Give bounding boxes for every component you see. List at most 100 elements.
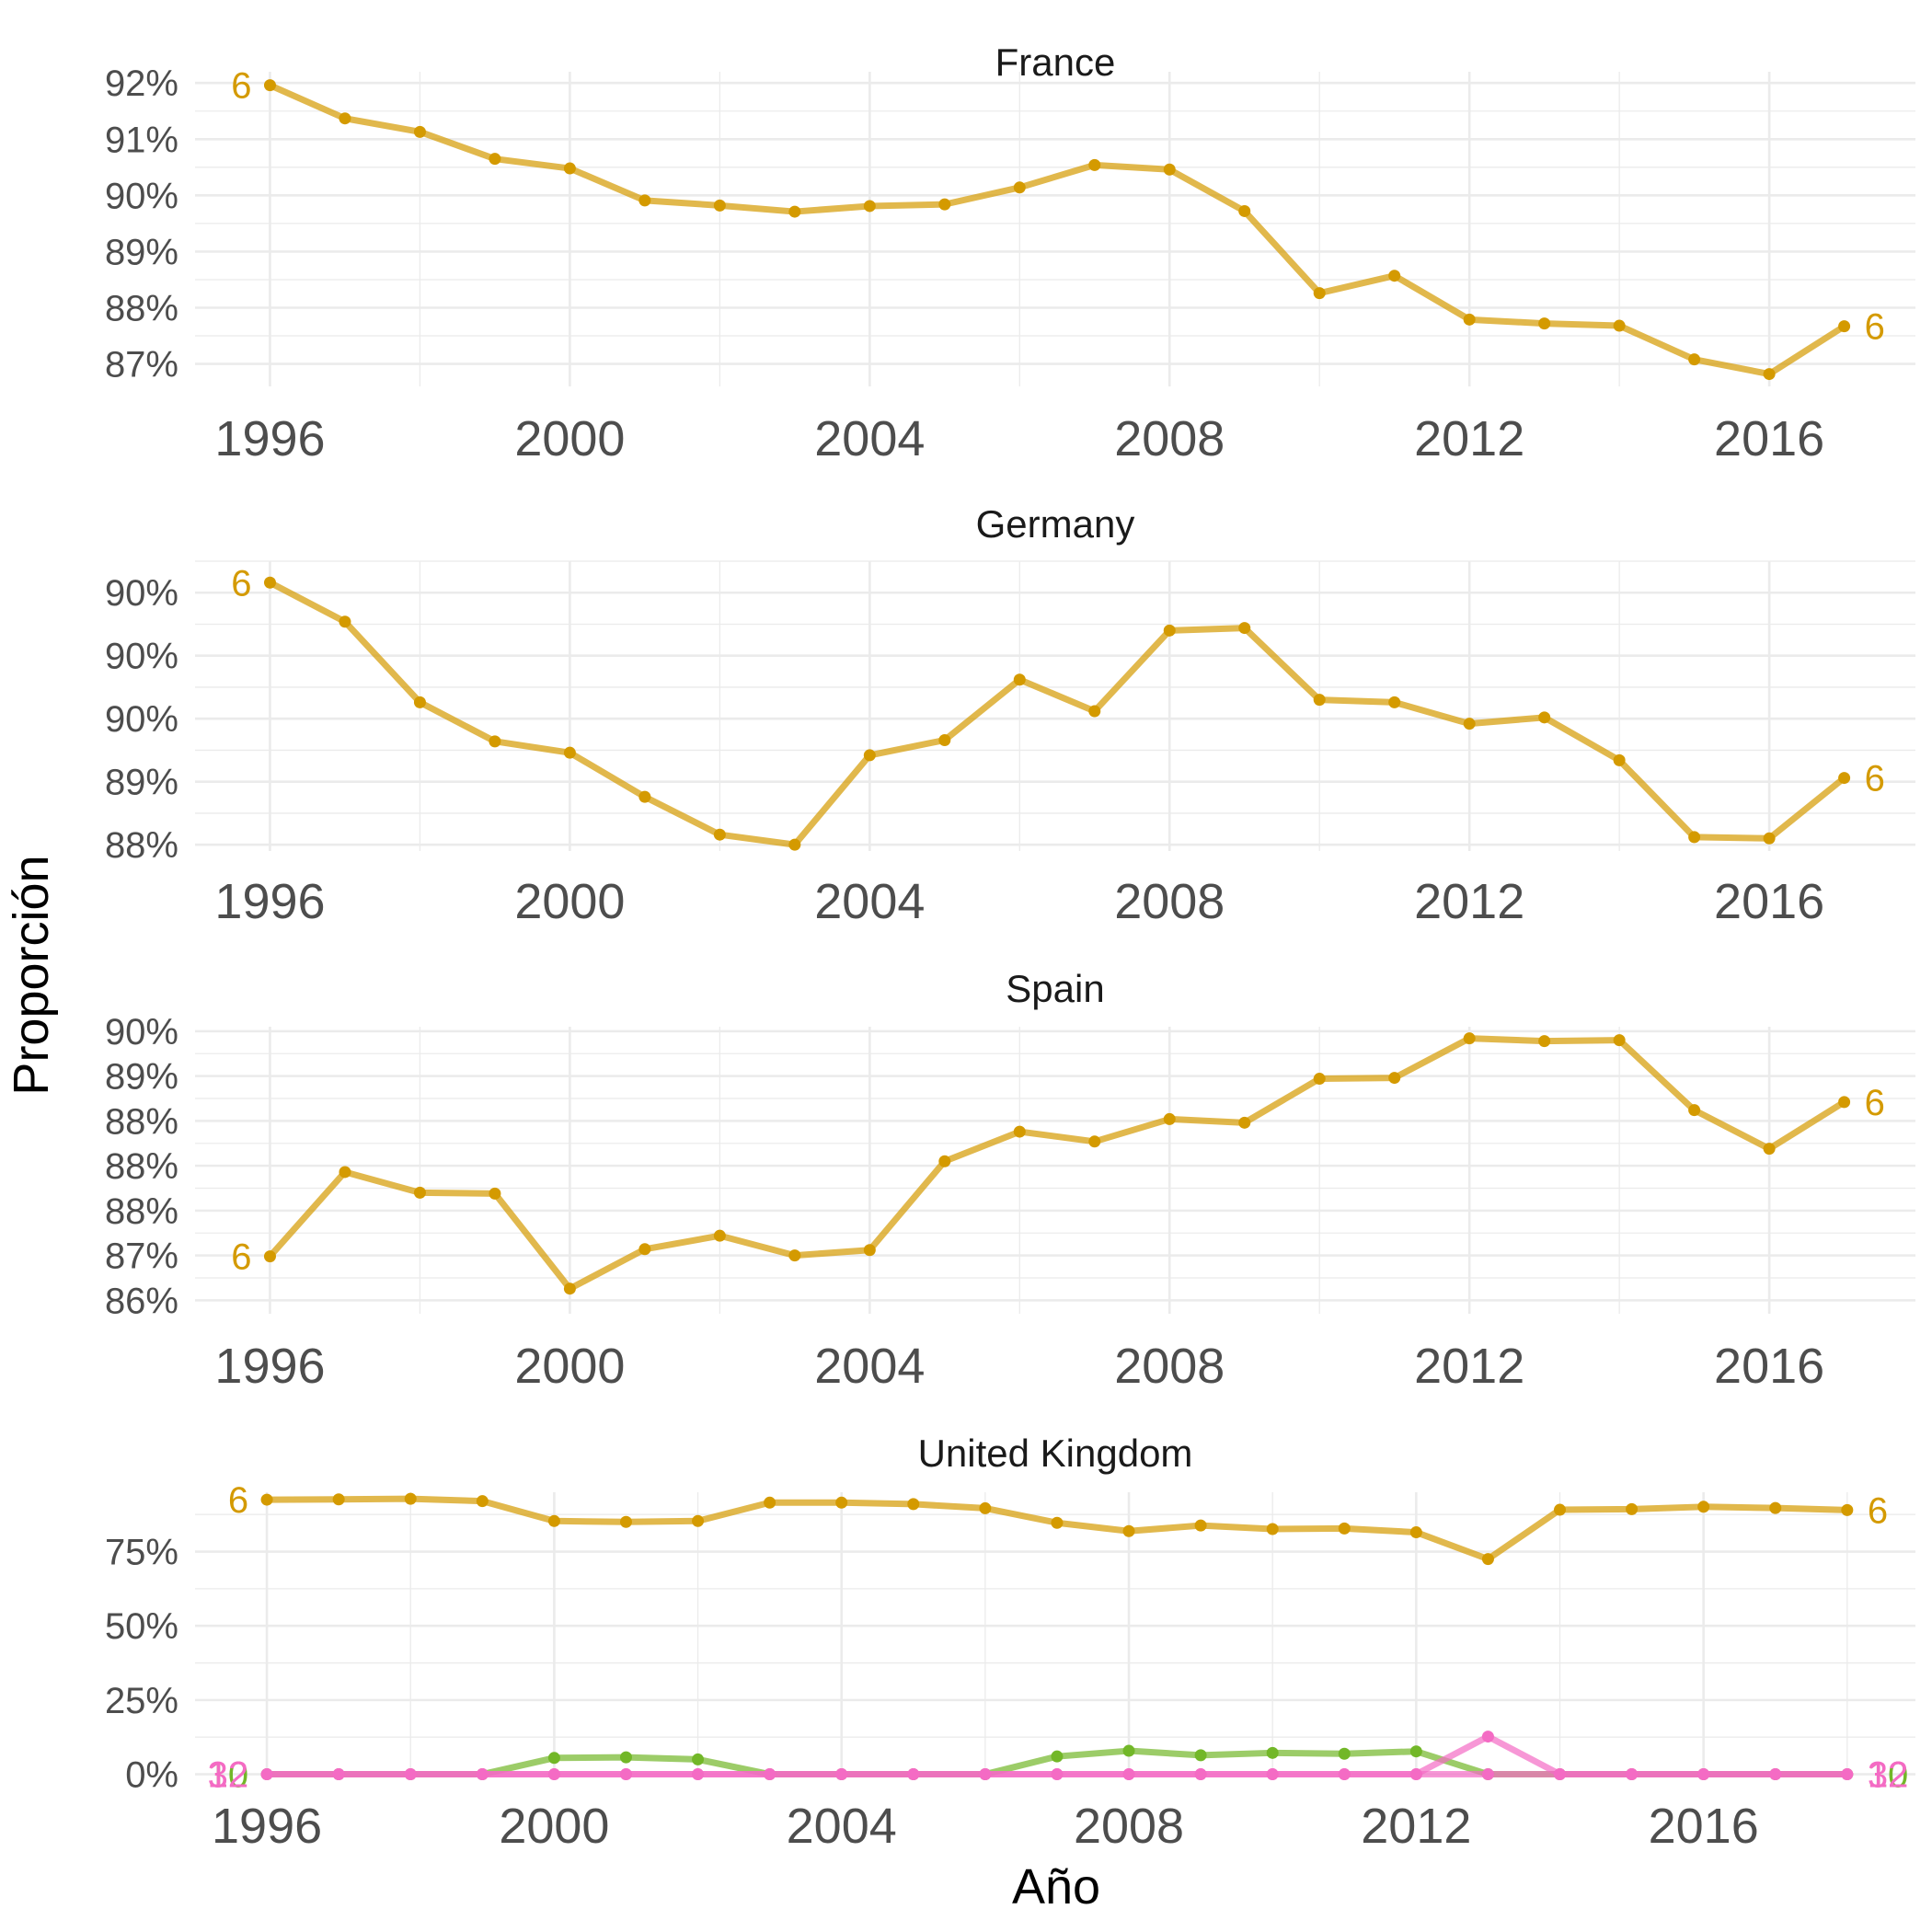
- data-point: [1013, 1125, 1026, 1138]
- y-tick-label: 87%: [105, 345, 178, 385]
- panel-title: United Kingdom: [918, 1432, 1193, 1475]
- x-tick-label: 2004: [814, 1339, 925, 1394]
- data-point: [1538, 317, 1551, 330]
- x-tick-label: 2012: [1414, 411, 1524, 466]
- x-tick-label: 2016: [1649, 1799, 1759, 1854]
- data-point: [489, 735, 501, 748]
- y-tick-label: 89%: [105, 1057, 178, 1098]
- data-point: [1313, 1073, 1326, 1086]
- data-point: [404, 1768, 417, 1781]
- data-point: [1409, 1745, 1422, 1758]
- data-point: [619, 1751, 632, 1764]
- data-point: [938, 733, 951, 746]
- series-end-label: 6: [1865, 1083, 1885, 1123]
- data-point: [619, 1515, 632, 1528]
- data-point: [1769, 1501, 1782, 1514]
- data-point: [1338, 1747, 1351, 1760]
- data-point: [863, 1244, 876, 1257]
- y-tick-label: 90%: [105, 176, 178, 216]
- y-tick-label: 89%: [105, 763, 178, 803]
- data-point: [260, 1768, 273, 1781]
- x-tick-label: 2012: [1414, 874, 1524, 929]
- y-tick-label: 90%: [105, 1012, 178, 1052]
- data-point: [788, 205, 801, 218]
- data-point: [1338, 1768, 1351, 1781]
- x-tick-label: 2012: [1361, 1799, 1471, 1854]
- x-tick-label: 2012: [1414, 1339, 1524, 1394]
- data-point: [1463, 313, 1476, 326]
- data-point: [1626, 1502, 1639, 1515]
- data-point: [692, 1514, 705, 1527]
- panel-germany: 88% 89% 90% 90% 90% 1996 2000 2004 2008 2012 2016 G…: [105, 502, 1915, 929]
- series-start-label: 32: [208, 1755, 249, 1796]
- series-end-label: 10: [1868, 1755, 1909, 1796]
- data-point: [563, 1282, 576, 1295]
- series-end-label: 32: [1868, 1755, 1909, 1796]
- data-point: [1538, 711, 1551, 724]
- x-tick-label: 1996: [214, 411, 325, 466]
- series-line-6: [266, 579, 1848, 848]
- data-point: [1838, 772, 1851, 785]
- x-tick-label: 2000: [514, 874, 625, 929]
- series-line-6: [263, 1495, 1851, 1563]
- x-tick-label: 2008: [1114, 411, 1225, 466]
- series-end-label: 6: [1868, 1490, 1888, 1531]
- data-point: [339, 1166, 351, 1179]
- data-point: [1266, 1523, 1279, 1535]
- y-tick-label: 90%: [105, 699, 178, 740]
- data-point: [1838, 1096, 1851, 1109]
- series-line-6: [266, 1035, 1848, 1293]
- data-point: [1481, 1731, 1494, 1743]
- data-point: [1697, 1768, 1710, 1781]
- data-point: [547, 1768, 560, 1781]
- data-point: [332, 1768, 345, 1781]
- data-point: [1763, 1143, 1776, 1156]
- data-point: [764, 1496, 776, 1509]
- x-tick-label: 2000: [499, 1799, 609, 1854]
- data-point: [979, 1768, 992, 1781]
- data-point: [1613, 1034, 1626, 1047]
- data-point: [1163, 624, 1176, 637]
- data-point: [1838, 320, 1851, 333]
- data-point: [1841, 1768, 1854, 1781]
- x-tick-label: 2004: [814, 874, 925, 929]
- data-point: [1388, 1072, 1401, 1085]
- data-point: [263, 1250, 276, 1263]
- series-start-label: 12: [208, 1755, 249, 1796]
- x-tick-label: 2004: [814, 411, 925, 466]
- x-tick-label: 2008: [1114, 874, 1225, 929]
- data-point: [339, 615, 351, 628]
- data-point: [1626, 1768, 1639, 1781]
- y-tick-label: 90%: [105, 637, 178, 677]
- data-point: [413, 1186, 426, 1199]
- data-point: [1763, 368, 1776, 381]
- x-axis-title: Año: [1012, 1859, 1100, 1915]
- data-point: [713, 199, 726, 212]
- x-tick-label: 2016: [1714, 874, 1824, 929]
- data-point: [1688, 1104, 1701, 1117]
- data-point: [260, 1493, 273, 1506]
- data-point: [692, 1753, 705, 1765]
- data-point: [1051, 1516, 1064, 1529]
- data-point: [938, 198, 951, 211]
- data-point: [1463, 1032, 1476, 1045]
- y-axis-title: Proporción: [4, 855, 59, 1095]
- data-point: [863, 200, 876, 213]
- data-point: [1554, 1768, 1567, 1781]
- series-start-label: 6: [231, 66, 251, 107]
- data-point: [1051, 1750, 1064, 1763]
- data-point: [1688, 353, 1701, 366]
- y-tick-label: 88%: [105, 1191, 178, 1232]
- data-point: [332, 1493, 345, 1506]
- data-point: [1538, 1035, 1551, 1048]
- y-tick-label: 92%: [105, 63, 178, 104]
- panel-spain: 86%87%88%88%88%89%90%1996 2000 2004 2008 201…: [105, 967, 1915, 1394]
- data-point: [1013, 673, 1026, 686]
- data-point: [489, 1187, 501, 1200]
- x-tick-label: 1996: [212, 1799, 322, 1854]
- data-point: [563, 746, 576, 759]
- panel-title: France: [995, 40, 1116, 84]
- data-point: [1313, 694, 1326, 707]
- data-point: [1763, 832, 1776, 845]
